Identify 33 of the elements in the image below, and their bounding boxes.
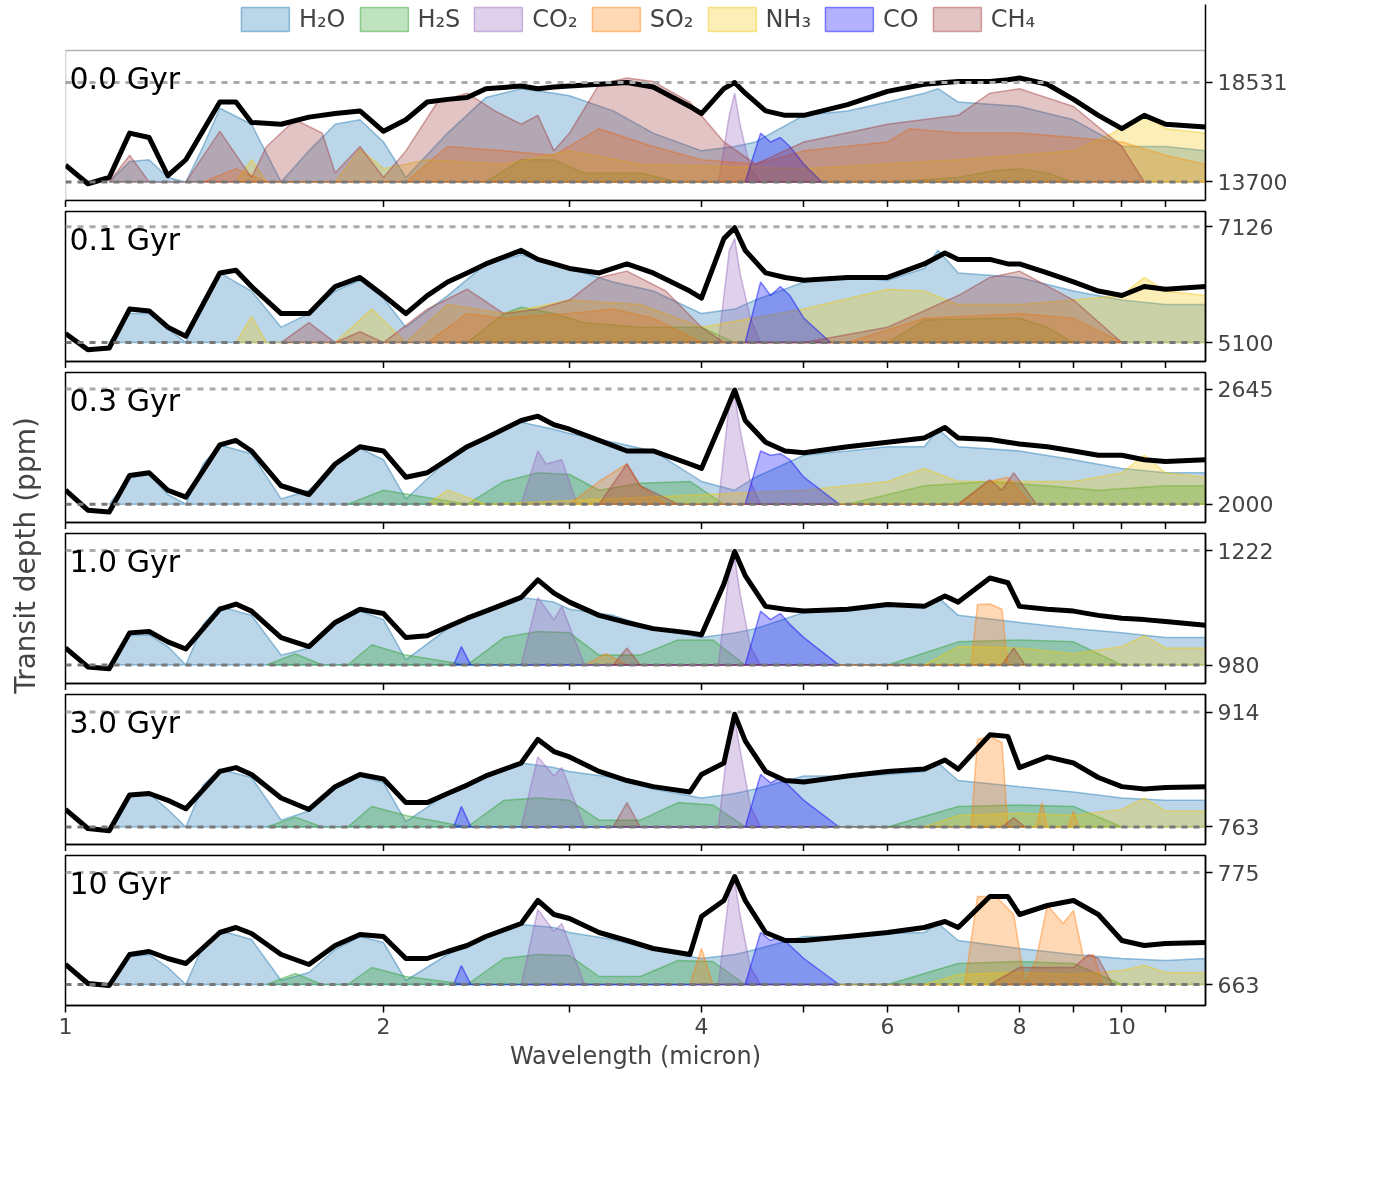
y-tick-label: 2000 [1217,492,1274,518]
y-tick-label: 914 [1217,700,1260,726]
legend-label: H₂S [417,5,461,33]
y-tick-label: 980 [1217,653,1260,679]
x-tick-label: 2 [376,1013,391,1039]
annotation: 3.0 Gyr [69,704,181,740]
y-tick-label: 7126 [1217,214,1274,240]
x-tick-label: 1 [58,1013,73,1039]
y-tick-label: 775 [1217,860,1260,886]
y-tick-label: 18531 [1217,70,1288,96]
annotation: 0.0 Gyr [69,60,181,96]
x-axis-title: Wavelength (micron) [509,1041,762,1070]
y-tick-label: 663 [1217,972,1260,998]
annotation: 0.1 Gyr [69,221,181,257]
y-tick-label: 1222 [1217,538,1274,564]
legend-label: NH₃ [765,5,812,33]
annotation: 1.0 Gyr [69,543,181,579]
y-tick-label: 2645 [1217,377,1274,403]
annotation: 10 Gyr [69,865,172,901]
legend-label: CO₂ [532,5,578,33]
annotation: 0.3 Gyr [69,382,181,418]
legend-label: SO₂ [649,5,694,33]
y-tick-label: 13700 [1217,169,1288,195]
legend-label: H₂O [298,5,346,33]
y-tick-label: 5100 [1217,330,1274,356]
legend-label: CO [883,5,919,33]
x-tick-label: 4 [694,1013,709,1039]
x-tick-label: 6 [880,1013,895,1039]
y-tick-label: 763 [1217,814,1260,840]
x-tick-label: 10 [1107,1013,1136,1039]
y-axis-title: Transit depth (ppm) [8,417,42,695]
legend-label: CH₄ [990,5,1036,33]
x-tick-label: 8 [1012,1013,1027,1039]
